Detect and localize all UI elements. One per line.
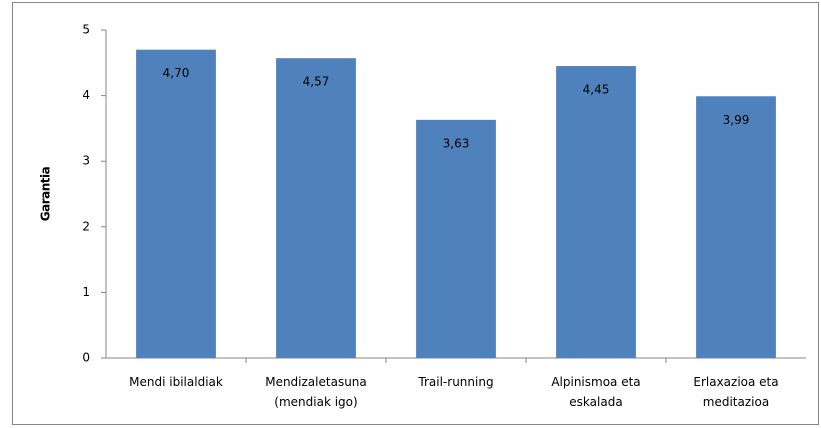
bar: [696, 96, 776, 359]
value-label: 3,99: [723, 113, 750, 127]
bar: [416, 119, 496, 358]
value-label: 3,63: [443, 136, 470, 150]
value-label: 4,57: [303, 75, 330, 89]
x-tick-label: Mendizaletasuna (mendiak igo): [265, 375, 367, 409]
y-tick-label: 1: [82, 285, 90, 299]
x-tick-label: Erlaxazioa eta meditazioa: [693, 375, 778, 409]
y-tick-label: 2: [82, 219, 90, 233]
y-tick-label: 0: [82, 351, 90, 365]
y-tick-label: 5: [82, 23, 90, 37]
bar: [136, 49, 216, 359]
x-tick-label: Mendi ibilaldiak: [129, 375, 223, 389]
bar: [276, 58, 356, 358]
value-label: 4,70: [163, 66, 190, 80]
x-tick-label: Trail-running: [417, 375, 493, 389]
x-tick-label: Alpinismoa eta eskalada: [551, 375, 640, 409]
y-axis-title: Garantia: [39, 166, 53, 221]
y-tick-label: 3: [82, 154, 90, 168]
value-label: 4,45: [583, 83, 610, 97]
bar: [556, 66, 636, 358]
y-tick-label: 4: [82, 88, 90, 102]
